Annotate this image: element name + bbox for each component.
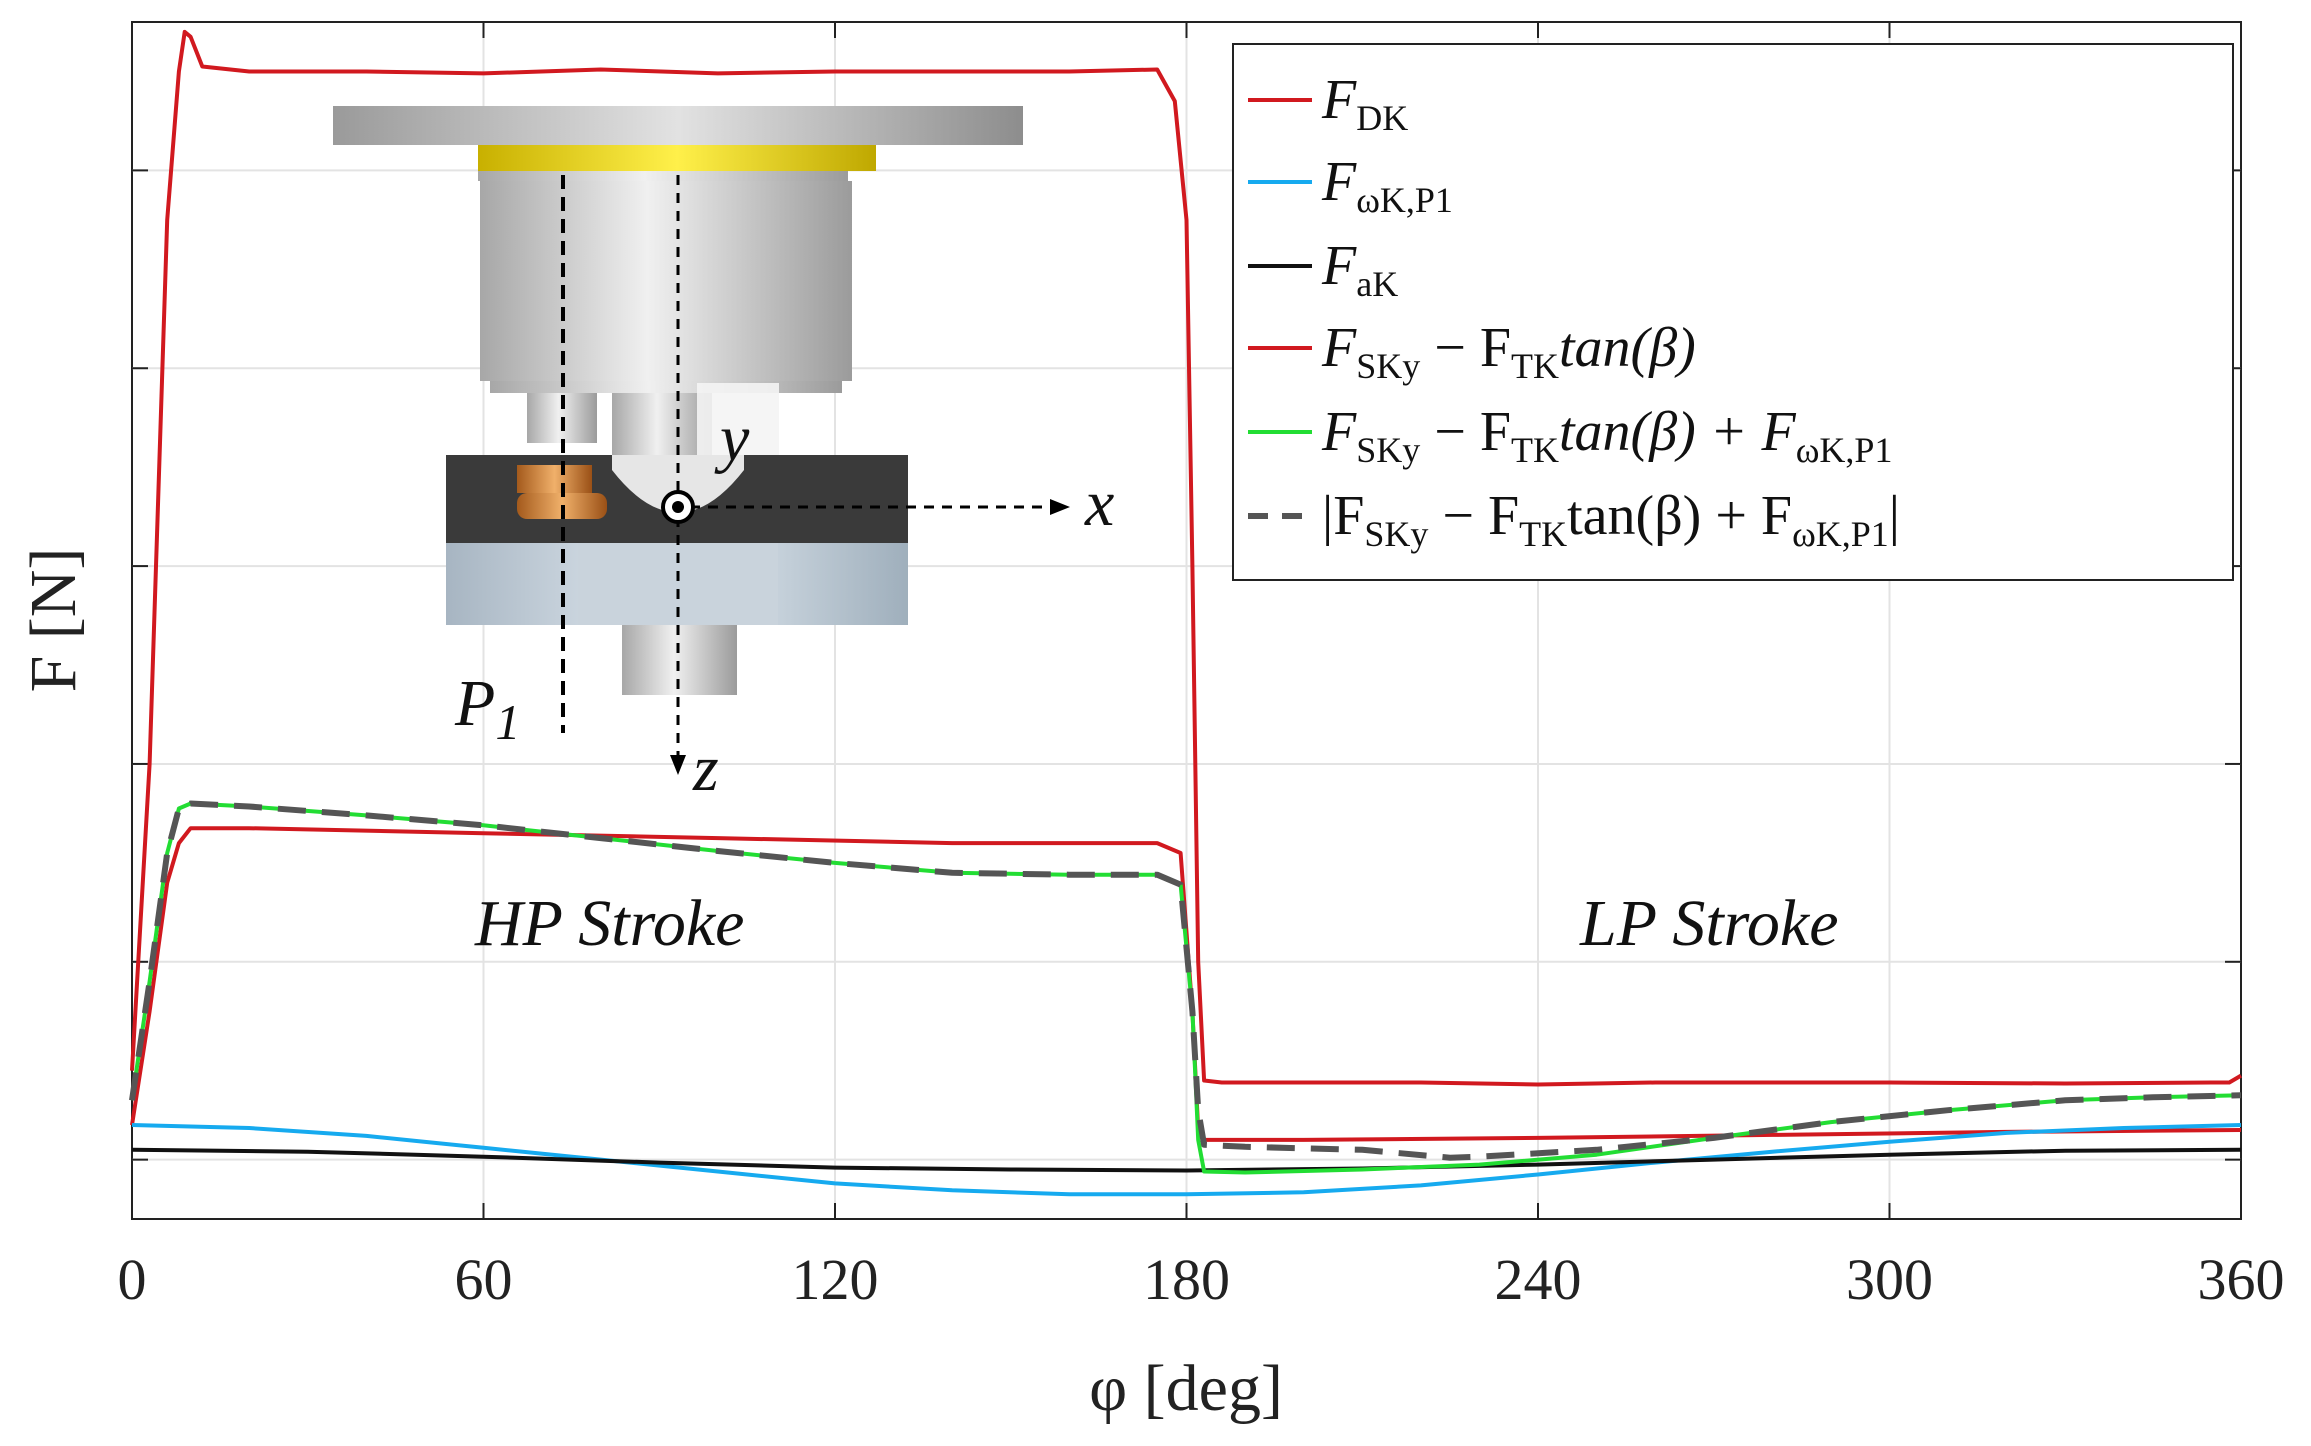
legend-entry-fabs: |FSKy − FTKtan(β) + FωK,P1| [1322,485,1900,554]
y-axis-title: F [N] [17,548,90,693]
x-tick-label: 300 [1846,1247,1933,1312]
x-tick-label: 0 [118,1247,147,1312]
legend: FDK FωK,P1 FaK FSKy − FTKtan(β) FSKy − F… [1232,43,2234,581]
axis-x-label: x [1084,467,1114,540]
series-line-3 [131,1147,2242,1173]
x-tick-label: 360 [2198,1247,2285,1312]
legend-entry-fsky: FSKy − FTKtan(β) [1321,317,1696,386]
series-line-1 [130,826,2242,1142]
legend-entry-fomega: FωK,P1 [1321,151,1453,220]
p1-sub: 1 [495,694,520,750]
x-tick-label: 120 [792,1247,879,1312]
p1-label: P1 [454,667,520,750]
x-tick-label: 60 [455,1247,513,1312]
x-tick-label: 240 [1495,1247,1582,1312]
legend-entry-fdk: FDK [1321,69,1408,138]
series-line-2 [131,1123,2242,1197]
axis-y-label: y [714,402,750,475]
legend-entry-fak: FaK [1321,235,1398,304]
x-tick-labels: 0 60 120 180 240 300 360 [118,1247,2285,1312]
p1-main: P [454,667,495,740]
axis-z-label: z [692,732,719,805]
series-group [129,29,2243,1197]
x-axis-title: φ [deg] [1089,1352,1283,1425]
series-line-5 [129,800,2242,1161]
mechanism-inset: x y z P1 [333,106,1114,805]
series-line-0 [130,29,2243,1087]
legend-entry-fsum: FSKy − FTKtan(β) + FωK,P1 [1321,401,1892,470]
x-tick-label: 180 [1143,1247,1230,1312]
hp-stroke-label: HP Stroke [474,887,744,960]
lp-stroke-label: LP Stroke [1579,887,1839,960]
